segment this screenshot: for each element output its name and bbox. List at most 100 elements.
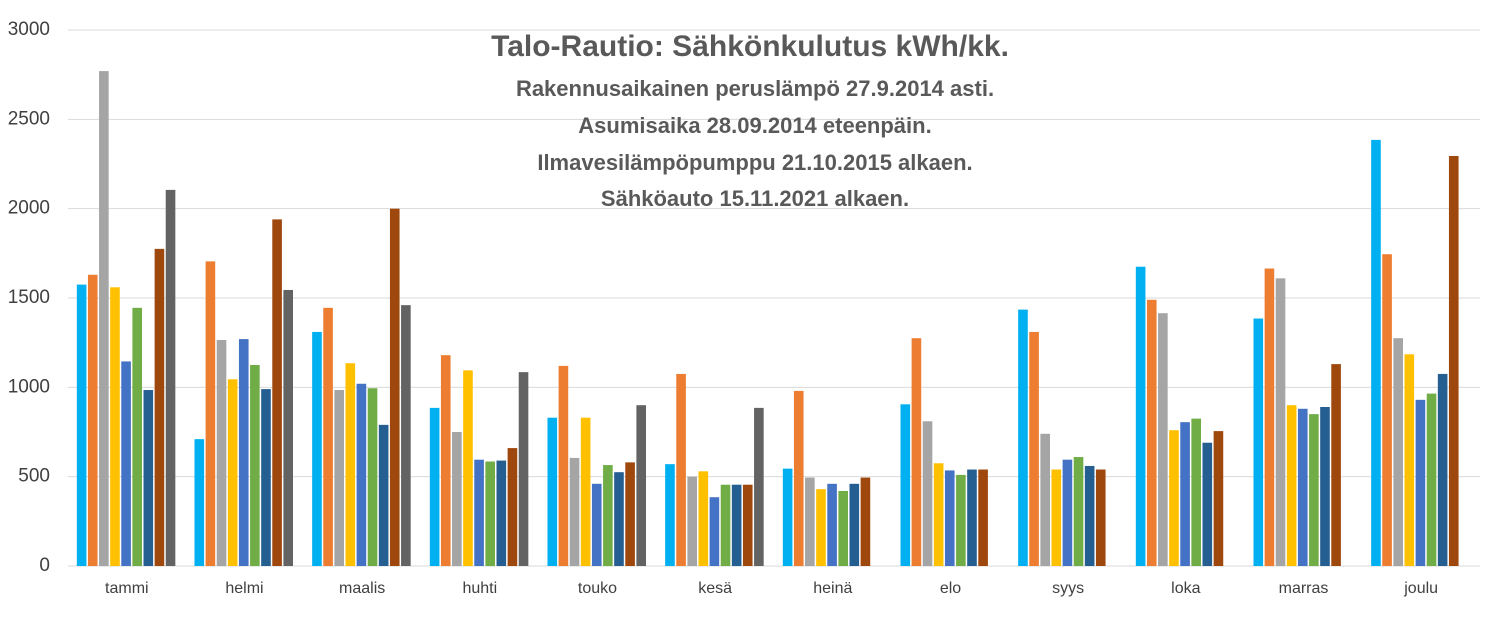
bar (698, 471, 709, 566)
bar (227, 379, 238, 566)
bar (558, 365, 569, 566)
bar (1213, 431, 1224, 566)
bar (967, 469, 977, 566)
bar (1062, 459, 1073, 566)
x-tick-label: huhti (462, 580, 497, 597)
bar (636, 405, 647, 566)
bar (1135, 266, 1146, 566)
bar (1158, 313, 1168, 566)
bar (754, 407, 764, 566)
bar (474, 459, 484, 566)
bar (731, 484, 742, 566)
bar (378, 424, 389, 566)
bar (165, 189, 176, 566)
bar (911, 338, 922, 566)
bar (1084, 465, 1095, 566)
x-tick-label: joulu (1403, 580, 1438, 597)
bar (121, 361, 131, 566)
bar (1437, 373, 1448, 566)
y-tick-label: 1500 (8, 287, 50, 308)
x-tick-label: helmi (225, 580, 263, 597)
bar (1191, 418, 1202, 566)
y-tick-label: 3000 (8, 19, 50, 40)
bar (1426, 393, 1437, 566)
bar (922, 421, 933, 566)
bar (1286, 405, 1297, 566)
bar (1382, 254, 1392, 566)
bar (1309, 414, 1319, 566)
chart-subtitle: Rakennusaikainen peruslämpö 27.9.2014 as… (516, 76, 994, 101)
bar (283, 289, 294, 566)
bar (1297, 408, 1308, 566)
bar (334, 390, 344, 566)
bar (154, 248, 165, 566)
bar (323, 307, 333, 566)
x-tick-label: kesä (698, 580, 732, 597)
bar (345, 363, 356, 566)
bar (838, 490, 849, 566)
bar (518, 372, 529, 566)
bar (900, 404, 911, 566)
bar (1040, 433, 1050, 566)
bar (132, 307, 143, 566)
bar (580, 417, 591, 566)
x-tick-label: maalis (339, 580, 385, 597)
bar (1264, 268, 1275, 566)
chart-subtitle: Sähköauto 15.11.2021 alkaen. (601, 186, 909, 211)
bar (356, 383, 367, 566)
bar (1331, 364, 1341, 566)
bar (860, 477, 871, 566)
bar (429, 407, 440, 566)
bar (944, 470, 955, 566)
bar (687, 476, 697, 566)
bar (194, 439, 205, 566)
bar (250, 365, 260, 566)
bar (1018, 309, 1028, 566)
bar (1404, 354, 1415, 566)
bar (1393, 338, 1403, 566)
chart-subtitle: Asumisaika 28.09.2014 eteenpäin. (578, 113, 931, 138)
bar (76, 284, 87, 566)
bar (978, 469, 988, 566)
chart-subtitle: Ilmavesilämpöpumppu 21.10.2015 alkaen. (537, 150, 972, 175)
bar (956, 474, 966, 566)
bar (1275, 278, 1286, 566)
y-tick-label: 0 (39, 555, 50, 576)
x-tick-label: tammi (105, 580, 149, 597)
bar (805, 477, 815, 566)
bar (1095, 469, 1106, 566)
bar (272, 219, 282, 567)
bar (1202, 442, 1213, 566)
bar (507, 448, 518, 566)
bar (1169, 430, 1179, 566)
bar (1051, 469, 1062, 566)
y-tick-label: 2500 (8, 108, 50, 129)
x-tick-label: touko (578, 580, 617, 597)
bar (1320, 406, 1330, 566)
bar (665, 464, 675, 566)
bar (1180, 422, 1190, 566)
bar (547, 417, 558, 566)
bar (110, 287, 120, 566)
x-tick-label: loka (1171, 580, 1200, 597)
bar (238, 339, 249, 566)
bar (216, 339, 227, 566)
y-tick-label: 1000 (8, 376, 50, 397)
bar (1029, 331, 1039, 566)
bar (603, 465, 613, 566)
bar (709, 497, 720, 566)
bar (676, 373, 686, 566)
bar (742, 484, 753, 566)
bar (1253, 318, 1264, 566)
bar (389, 208, 400, 566)
bar (793, 390, 804, 566)
bar (625, 462, 635, 566)
bar (720, 484, 731, 566)
bar (87, 274, 98, 566)
bar (205, 261, 216, 566)
bar (452, 432, 462, 566)
bar (1073, 457, 1084, 566)
x-tick-label: elo (940, 580, 961, 597)
bar (99, 71, 109, 567)
bar (312, 331, 322, 566)
